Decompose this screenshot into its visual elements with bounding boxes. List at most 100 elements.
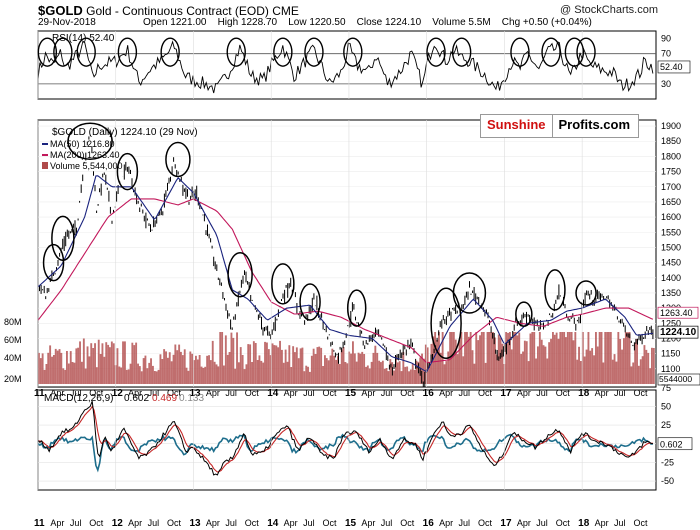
x-month-label-apr-bottom: Apr bbox=[128, 518, 142, 528]
volume-bar bbox=[215, 364, 218, 384]
volume-bar bbox=[623, 338, 625, 384]
volume-bar bbox=[563, 332, 566, 384]
volume-bar bbox=[109, 347, 111, 384]
rsi-annotation-circle-0 bbox=[37, 37, 58, 67]
rsi-annotation-circle-10 bbox=[451, 37, 472, 67]
volume-bar bbox=[318, 346, 321, 384]
price-tick-1850: 1850 bbox=[661, 136, 681, 146]
ma200-current-value: 1263.40 bbox=[660, 308, 693, 318]
volume-bar bbox=[415, 360, 418, 384]
volume-legend-swatch bbox=[42, 162, 48, 169]
volume-bar bbox=[234, 368, 237, 384]
volume-bar bbox=[561, 332, 564, 384]
price-tick-1900: 1900 bbox=[661, 121, 681, 131]
volume-label: Volume bbox=[432, 17, 466, 28]
volume-bar bbox=[131, 342, 134, 384]
x-month-label-oct-middle: Oct bbox=[478, 388, 493, 398]
rsi-annotation-circle-14 bbox=[576, 37, 596, 67]
rsi-annotation-circle-2 bbox=[76, 37, 96, 67]
ohlc-row: 29-Nov-2018 Open 1221.00 High 1228.70 Lo… bbox=[38, 17, 592, 28]
volume-bar bbox=[77, 347, 80, 384]
volume-bar bbox=[60, 352, 63, 384]
volume-bar bbox=[92, 348, 95, 384]
volume-bar bbox=[542, 345, 545, 384]
volume-bar bbox=[47, 352, 50, 384]
sunshine-profits-logo: Sunshine Profits.com bbox=[480, 114, 640, 138]
macd-histogram bbox=[37, 433, 653, 473]
volume-bar bbox=[525, 341, 528, 384]
volume-bar bbox=[458, 339, 461, 384]
x-year-label-14-bottom: 14 bbox=[267, 518, 279, 529]
volume-bar bbox=[645, 349, 648, 384]
volume-bar bbox=[600, 332, 603, 384]
volume-bar bbox=[604, 332, 607, 384]
volume-bar bbox=[262, 362, 265, 384]
volume-bar bbox=[183, 349, 186, 384]
volume-bar bbox=[352, 341, 354, 384]
volume-bar bbox=[559, 332, 562, 384]
volume-bar bbox=[62, 368, 65, 384]
x-year-label-12-bottom: 12 bbox=[112, 518, 124, 529]
volume-bar bbox=[69, 351, 72, 384]
volume-bar bbox=[281, 349, 283, 384]
volume-bar bbox=[260, 360, 263, 384]
x-year-label-17-bottom: 17 bbox=[500, 518, 512, 529]
volume-bar bbox=[471, 350, 474, 384]
price-tick-1750: 1750 bbox=[661, 167, 681, 177]
volume-bar bbox=[464, 332, 466, 384]
price-tick-1100: 1100 bbox=[661, 364, 680, 374]
volume-bar bbox=[477, 340, 480, 384]
volume-bar bbox=[589, 350, 592, 384]
volume-bar bbox=[320, 347, 323, 384]
volume-bar bbox=[75, 348, 78, 384]
volume-bar bbox=[223, 365, 225, 384]
high-value: 1228.70 bbox=[240, 17, 278, 28]
volume-bar bbox=[381, 360, 384, 384]
volume-bar bbox=[127, 369, 130, 384]
volume-bar bbox=[335, 359, 338, 384]
volume-bar bbox=[613, 354, 616, 384]
volume-bar bbox=[266, 342, 268, 384]
volume-bar bbox=[165, 351, 167, 384]
volume-bar bbox=[398, 361, 401, 384]
volume-bar bbox=[480, 332, 483, 384]
x-month-label-jul-middle: Jul bbox=[614, 388, 626, 398]
x-month-label-jul-middle: Jul bbox=[303, 388, 315, 398]
volume-bar bbox=[67, 363, 70, 384]
x-month-label-jul-middle: Jul bbox=[225, 388, 237, 398]
volume-bar bbox=[294, 352, 296, 384]
volume-bar bbox=[157, 369, 160, 384]
rsi-tick-30: 30 bbox=[661, 79, 671, 89]
price-current-box bbox=[657, 325, 699, 339]
x-month-label-oct-bottom: Oct bbox=[633, 518, 648, 528]
price-tick-1800: 1800 bbox=[661, 151, 681, 161]
volume-bar bbox=[606, 332, 609, 384]
volume-bar bbox=[273, 345, 276, 384]
volume-bar bbox=[552, 332, 554, 384]
volume-bar bbox=[267, 349, 270, 384]
volume-bar bbox=[174, 344, 177, 384]
volume-bar bbox=[452, 332, 455, 384]
price-tick-1350: 1350 bbox=[661, 288, 681, 298]
volume-bar bbox=[116, 348, 119, 384]
volume-bar bbox=[449, 332, 452, 384]
volume-bar bbox=[219, 332, 222, 384]
macd-legend-hist: 0.133 bbox=[179, 393, 204, 404]
price-annotation-circle-4 bbox=[165, 141, 191, 178]
volume-bar bbox=[439, 352, 442, 384]
chg-label: Chg bbox=[501, 17, 521, 28]
volume-bar bbox=[443, 364, 446, 384]
macd-legend-label: MACD(12,26,9) bbox=[44, 393, 113, 404]
volume-bar bbox=[643, 345, 646, 384]
volume-bar bbox=[651, 347, 653, 384]
x-month-label-apr-middle: Apr bbox=[517, 388, 531, 398]
volume-bar bbox=[365, 366, 367, 384]
close-label: Close bbox=[356, 17, 383, 28]
volume-bar bbox=[331, 348, 334, 384]
volume-bar bbox=[400, 371, 403, 384]
volume-bar bbox=[387, 371, 390, 384]
volume-bar bbox=[383, 368, 386, 384]
volume-bar bbox=[176, 350, 179, 384]
volume-legend: Volume 5,544,000 bbox=[50, 161, 123, 171]
